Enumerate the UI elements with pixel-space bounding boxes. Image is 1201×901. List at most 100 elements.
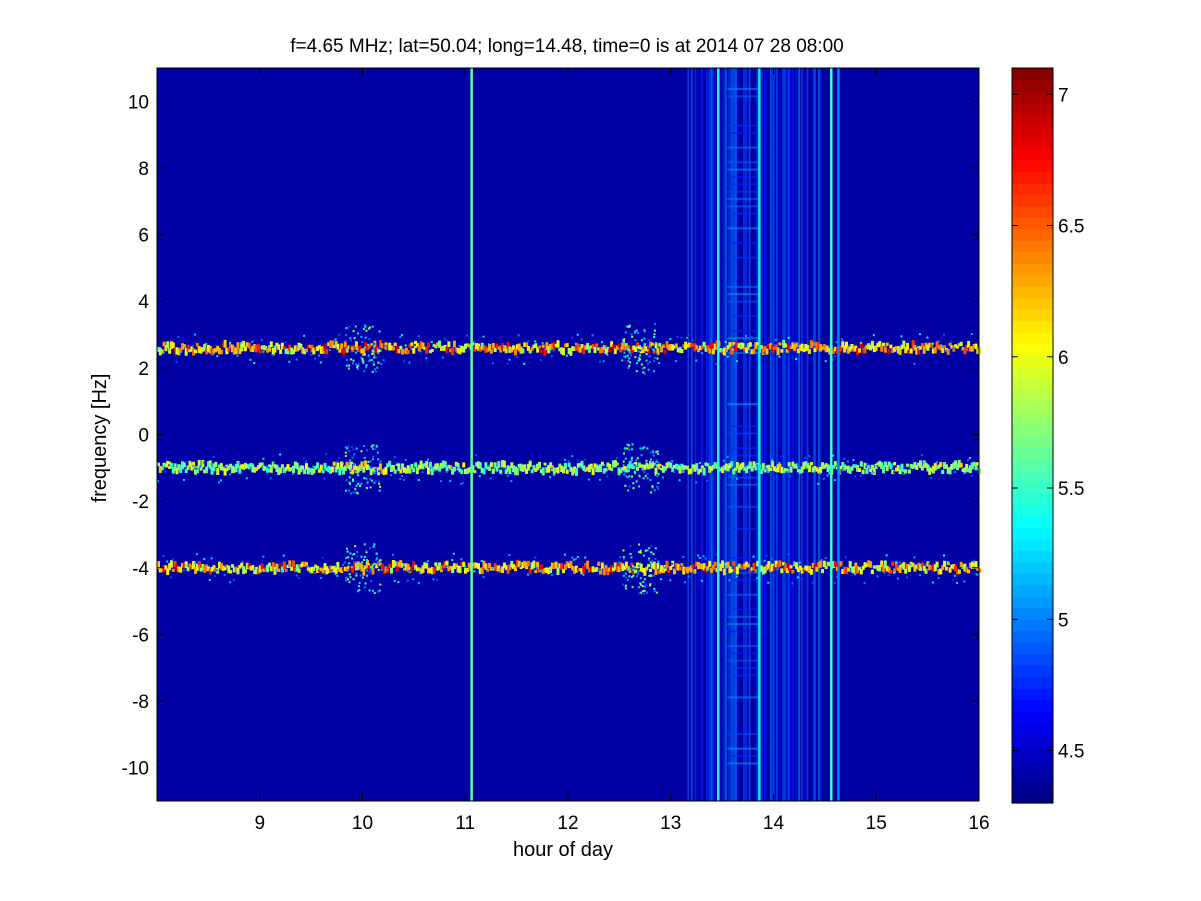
band-segment xyxy=(316,346,320,351)
band-segment xyxy=(160,466,164,471)
band-speckle xyxy=(763,559,766,562)
band-segment xyxy=(349,565,353,572)
band-segment xyxy=(258,565,262,573)
band-segment xyxy=(443,461,447,467)
band-speckle xyxy=(961,566,964,569)
band-segment xyxy=(626,345,630,352)
interference-band xyxy=(727,285,759,288)
interference-band xyxy=(727,124,759,127)
band-segment xyxy=(480,467,484,474)
interference-stripe xyxy=(723,68,725,801)
band-speckle xyxy=(893,571,896,574)
band-segment xyxy=(948,342,952,346)
band-segment xyxy=(741,564,745,569)
band-segment xyxy=(168,563,172,571)
band-speckle xyxy=(212,455,215,458)
band-segment xyxy=(930,468,934,472)
band-segment xyxy=(526,346,530,351)
band-segment xyxy=(848,346,852,352)
band-speckle xyxy=(576,333,579,336)
band-segment xyxy=(565,343,569,347)
band-segment xyxy=(245,464,249,468)
band-segment xyxy=(946,562,950,566)
band-segment xyxy=(963,348,967,355)
band-segment xyxy=(586,560,590,569)
band-blob xyxy=(360,450,363,453)
band-blob xyxy=(377,361,380,364)
interference-stripe xyxy=(778,68,781,801)
band-segment xyxy=(549,344,553,350)
band-segment xyxy=(288,467,292,472)
band-speckle xyxy=(412,578,415,581)
band-blob xyxy=(624,331,627,334)
band-segment xyxy=(184,347,188,356)
band-blob xyxy=(348,481,351,484)
band-segment xyxy=(778,463,782,467)
band-speckle xyxy=(702,555,705,558)
band-segment xyxy=(704,568,708,574)
band-segment xyxy=(221,466,225,471)
colorbar-step xyxy=(1012,780,1053,793)
colorbar-step xyxy=(1012,676,1053,689)
colorbar-step xyxy=(1012,446,1053,460)
band-segment xyxy=(637,346,641,350)
band-segment xyxy=(852,346,856,352)
band-segment xyxy=(702,341,706,347)
band-segment xyxy=(656,347,660,355)
band-blob xyxy=(368,338,371,341)
band-segment xyxy=(447,341,451,348)
band-segment xyxy=(895,346,898,350)
band-segment xyxy=(519,346,523,354)
band-blob xyxy=(351,557,354,560)
band-speckle xyxy=(573,558,576,561)
band-speckle xyxy=(552,474,555,477)
band-speckle xyxy=(580,338,583,341)
band-segment xyxy=(599,464,602,472)
interference-band xyxy=(727,623,759,626)
band-segment xyxy=(600,346,604,354)
band-segment xyxy=(414,462,418,468)
band-speckle xyxy=(972,559,975,562)
band-blob xyxy=(631,576,633,578)
band-segment xyxy=(169,341,173,350)
band-blob xyxy=(628,475,631,478)
band-speckle xyxy=(434,469,437,472)
band-segment xyxy=(619,469,623,474)
band-segment xyxy=(297,467,301,475)
band-blob xyxy=(371,370,374,373)
band-segment xyxy=(266,465,270,473)
band-segment xyxy=(560,347,564,355)
interference-band xyxy=(727,329,759,332)
band-segment xyxy=(458,468,462,473)
band-segment xyxy=(957,459,961,468)
band-segment xyxy=(817,562,821,569)
band-segment xyxy=(421,342,425,349)
band-segment xyxy=(201,564,205,571)
band-segment xyxy=(484,462,488,469)
band-blob xyxy=(649,361,652,363)
band-segment xyxy=(617,343,621,348)
band-segment xyxy=(667,344,671,351)
band-segment xyxy=(647,464,651,470)
band-segment xyxy=(273,464,277,469)
band-segment xyxy=(306,566,310,571)
interference-band xyxy=(727,227,759,230)
band-segment xyxy=(406,465,410,473)
band-segment xyxy=(944,464,948,469)
band-segment xyxy=(726,345,730,350)
band-segment xyxy=(843,464,847,471)
interference-band xyxy=(727,652,759,655)
band-blob xyxy=(373,564,376,567)
band-segment xyxy=(678,465,682,474)
band-segment xyxy=(445,346,449,354)
band-speckle xyxy=(715,553,718,556)
band-speckle xyxy=(338,333,341,336)
band-segment xyxy=(569,348,573,356)
band-segment xyxy=(819,560,823,568)
band-segment xyxy=(941,565,945,570)
band-segment xyxy=(743,347,747,352)
band-segment xyxy=(928,467,932,475)
band-blob xyxy=(375,552,378,555)
band-segment xyxy=(763,566,767,574)
band-speckle xyxy=(251,340,254,343)
